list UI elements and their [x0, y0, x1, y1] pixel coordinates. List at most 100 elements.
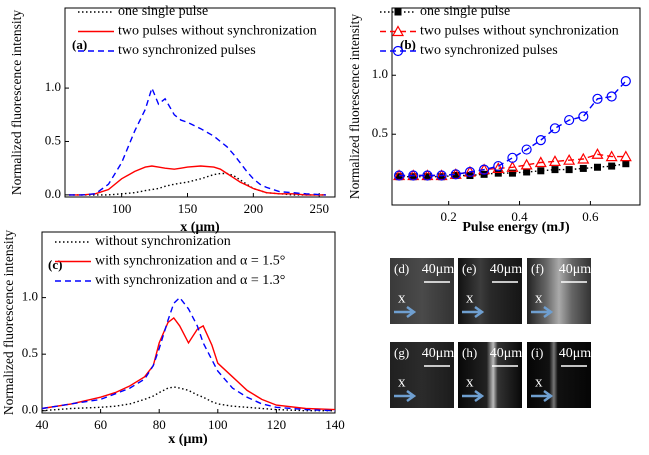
y-tick-label: 1.0	[45, 79, 61, 94]
micrograph: (f) 40μm x	[527, 258, 591, 324]
marker	[577, 152, 590, 164]
marker	[393, 170, 405, 181]
x-tick-label: 200	[244, 201, 264, 216]
marker	[492, 162, 505, 174]
marker	[521, 144, 532, 155]
marker	[408, 170, 419, 181]
legend-label: two synchronized pulses	[420, 43, 558, 58]
legend-label: with synchronization and α = 1.3°	[95, 273, 285, 288]
scale-label: 40μm	[422, 262, 455, 277]
panel-label: (a)	[72, 37, 87, 52]
marker	[622, 160, 630, 168]
marker	[608, 162, 616, 170]
x-tick-label: 140	[325, 417, 345, 432]
marker	[537, 167, 545, 175]
marker	[391, 25, 405, 37]
x-tick-label: 60	[94, 417, 107, 432]
image-label: (d)	[394, 261, 409, 276]
marker	[523, 168, 531, 176]
panel: 0.2 0.4 0.6 0.5 1.0 (b) Pulse energy (mJ) Norma…	[347, 4, 641, 235]
micrograph: (i) 40μm x	[527, 342, 591, 408]
series-line	[41, 386, 335, 412]
x-tick-label: 150	[178, 201, 198, 216]
micrograph: (d) 40μm x	[390, 258, 454, 324]
marker	[620, 76, 631, 87]
series-line	[399, 163, 626, 178]
image-label: (e)	[462, 261, 476, 276]
scale-label: 40μm	[422, 346, 455, 361]
marker	[535, 135, 546, 146]
scale-label: 40μm	[490, 346, 523, 361]
marker	[579, 164, 587, 172]
axis-letter: x	[398, 374, 406, 390]
image-label: (f)	[531, 261, 544, 276]
x-axis-label: x (μm)	[180, 220, 220, 235]
plot-frame	[64, 7, 336, 198]
marker	[534, 156, 547, 168]
legend-label: without synchronization	[95, 234, 231, 249]
y-axis-label: Normalized fluorescence intensity	[9, 10, 24, 195]
series-line	[69, 172, 326, 196]
scale-label: 40μm	[559, 262, 592, 277]
x-axis-label: x (μm)	[168, 432, 208, 447]
series-line	[69, 165, 326, 196]
y-tick-label: 0.5	[45, 132, 61, 147]
marker	[394, 8, 402, 16]
marker	[564, 114, 575, 126]
legend-label: two synchronized pulses	[118, 43, 256, 58]
x-tick-label: 0.2	[441, 209, 457, 224]
x-tick-label: 120	[267, 417, 287, 432]
x-tick-label: 0.4	[511, 209, 528, 224]
marker	[578, 111, 589, 122]
arrow	[462, 389, 485, 403]
axis-letter: x	[466, 290, 474, 306]
marker	[619, 150, 632, 162]
micrograph: (g) 40μm x	[390, 342, 454, 408]
axis-letter: x	[535, 290, 543, 306]
x-tick-label: 40	[36, 417, 49, 432]
marker	[507, 152, 518, 163]
arrow	[394, 305, 417, 319]
x-tick-label: 0.6	[582, 209, 599, 224]
axis-letter: x	[535, 374, 543, 390]
marker	[592, 93, 603, 104]
marker	[422, 170, 433, 181]
y-axis-label: Normalized fluorescence intensity	[1, 230, 16, 415]
marker	[520, 158, 533, 170]
arrow	[462, 305, 485, 319]
legend-label: one single pulse	[118, 4, 208, 19]
marker	[392, 45, 404, 57]
x-tick-label: 250	[309, 201, 329, 216]
x-tick-label: 100	[208, 417, 228, 432]
y-axis-label: Normalized fluorescence intensity	[347, 14, 362, 199]
arrow	[531, 389, 554, 403]
series-line	[399, 153, 626, 177]
scale-label: 40μm	[559, 346, 592, 361]
marker	[563, 153, 576, 165]
marker	[508, 169, 516, 177]
y-tick-label: 0.5	[22, 345, 38, 360]
series-line	[41, 317, 336, 411]
legend-label: two pulses without synchronization	[118, 24, 317, 39]
marker	[565, 166, 573, 174]
marker	[395, 173, 403, 181]
marker	[606, 91, 617, 102]
marker	[506, 161, 519, 172]
legend-label: one single pulse	[420, 4, 510, 19]
marker	[551, 166, 559, 174]
marker	[436, 170, 447, 181]
scale-label: 40μm	[490, 262, 523, 277]
marker	[423, 173, 431, 181]
marker	[438, 173, 446, 181]
y-tick-label: 1.0	[22, 289, 38, 304]
legend-label: with synchronization and α = 1.5°	[95, 254, 285, 269]
panel: 40 60 80 100 120 140 0.0 0.5 1.0 (c) x (μm) Normali…	[1, 230, 345, 448]
panel-label: (c)	[48, 257, 62, 272]
marker	[494, 169, 502, 177]
micrograph: (e) 40μm x	[458, 258, 522, 324]
panel: 100 150 200 250 0.0 0.5 1.0 (a) x (μm) Normalized…	[9, 4, 336, 235]
arrow	[531, 305, 554, 319]
arrow	[394, 389, 417, 403]
marker	[409, 173, 417, 181]
